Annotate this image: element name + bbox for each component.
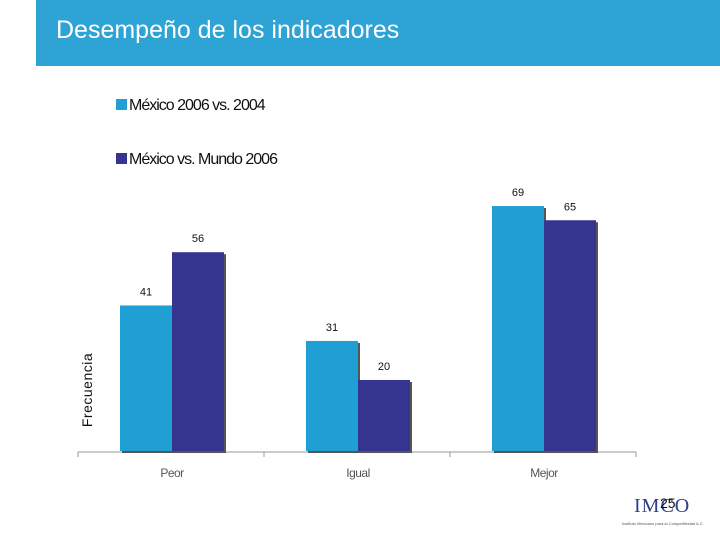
- data-label: 31: [326, 322, 338, 334]
- bar-mejor-series-1: [492, 206, 544, 451]
- bar-mejor-series-2: [544, 220, 596, 451]
- page-title: Desempeño de los indicadores: [56, 16, 400, 44]
- legend-label-2: México vs. Mundo 2006: [129, 151, 278, 168]
- bar-igual-series-2: [358, 380, 410, 451]
- legend-label-1: México 2006 vs. 2004: [129, 97, 266, 114]
- legend-item-1: México 2006 vs. 2004: [116, 97, 266, 115]
- page-number: 25: [660, 495, 676, 511]
- y-axis-label: Frecuencia: [79, 353, 95, 427]
- logo-subtitle: Instituto Mexicano para la Competitivida…: [622, 521, 704, 526]
- data-label: 69: [512, 187, 524, 199]
- data-label: 65: [564, 201, 576, 213]
- x-tick-label: Igual: [346, 466, 370, 480]
- imco-logo: IMCO Instituto Mexicano para la Competit…: [622, 495, 714, 535]
- legend-swatch-2: [116, 153, 127, 164]
- x-tick-label: Peor: [160, 466, 184, 480]
- data-label: 56: [192, 233, 204, 245]
- logo-text: IMCO: [634, 495, 691, 517]
- header-bar: Desempeño de los indicadores: [36, 0, 720, 66]
- bar-peor-series-1: [120, 305, 172, 451]
- bar-igual-series-1: [306, 340, 358, 451]
- x-tick-label: Mejor: [530, 466, 558, 480]
- legend-item-2: México vs. Mundo 2006: [116, 151, 278, 169]
- legend-swatch-1: [116, 99, 127, 110]
- data-label: 20: [378, 361, 390, 373]
- data-label: 41: [140, 286, 152, 298]
- bar-peor-series-2: [172, 252, 224, 451]
